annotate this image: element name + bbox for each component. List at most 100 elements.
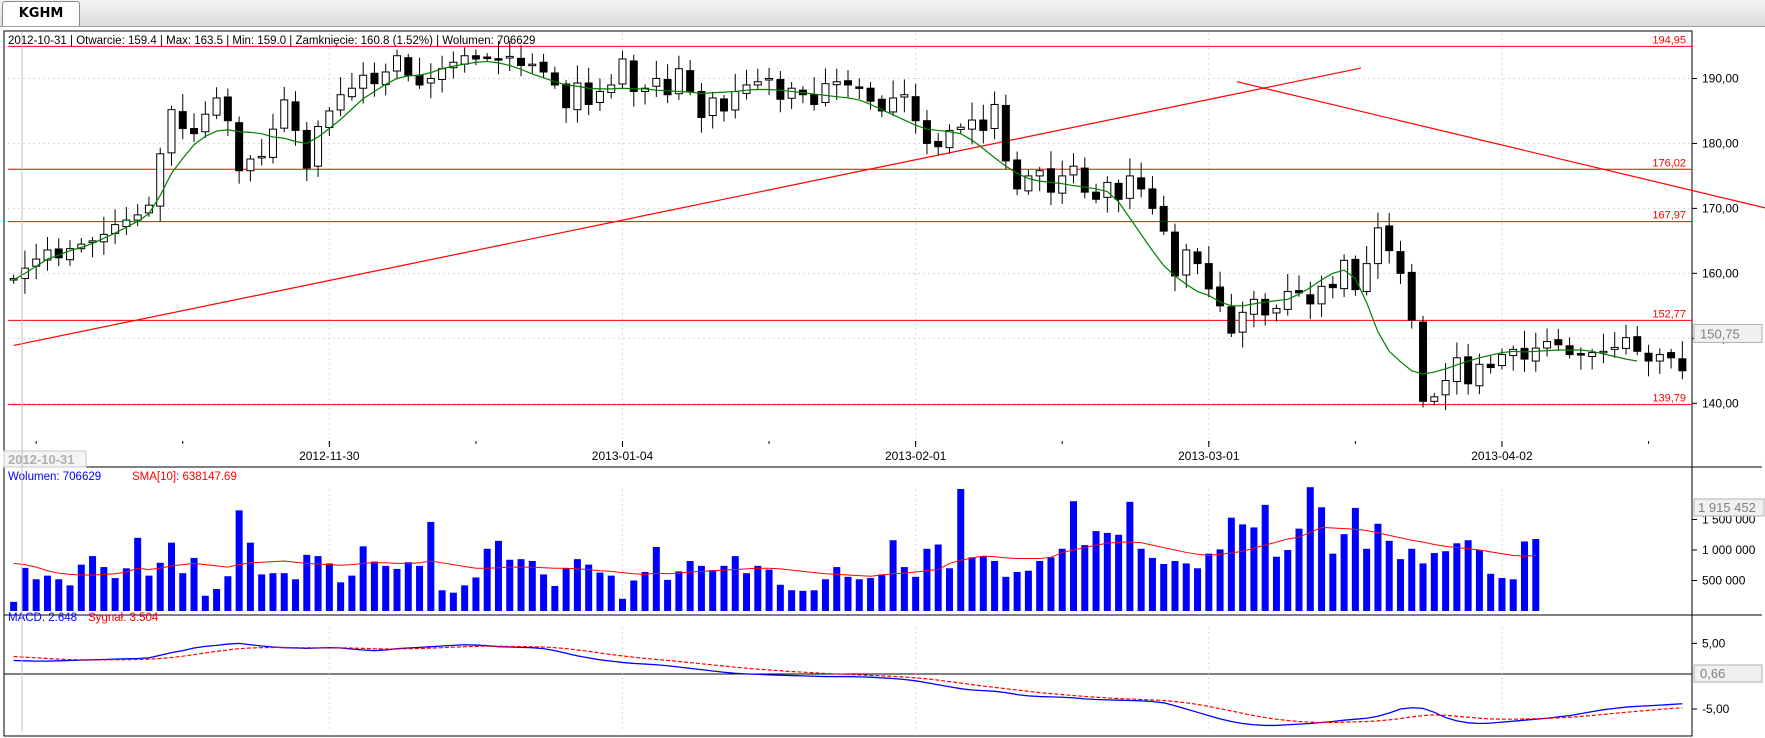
- volume-info-label: Wolumen: 706629: [8, 471, 101, 483]
- level-label: 152,77: [1652, 308, 1686, 320]
- volume-bar: [562, 568, 570, 611]
- candle-body: [1588, 352, 1597, 358]
- candle: [979, 104, 988, 144]
- candle: [1317, 275, 1326, 317]
- candle: [562, 80, 571, 123]
- candle: [832, 68, 841, 100]
- last-price-box: [1693, 323, 1763, 343]
- candle: [900, 79, 909, 113]
- volume-bar: [923, 548, 931, 611]
- candle-body: [167, 109, 176, 154]
- candle: [607, 74, 616, 99]
- candle: [1678, 341, 1687, 380]
- level-label: 167,97: [1652, 210, 1686, 222]
- x-tick-label: 2012-11-30: [299, 449, 360, 463]
- volume-bar: [314, 556, 322, 611]
- candle-body: [742, 84, 751, 94]
- candle-body: [674, 68, 683, 95]
- candle: [201, 101, 210, 138]
- candle-body: [652, 77, 661, 87]
- candle-body: [1035, 170, 1044, 177]
- tab-kghm[interactable]: KGHM: [2, 1, 80, 26]
- candle-body: [844, 80, 852, 86]
- candle-body: [900, 94, 909, 98]
- volume-bar: [416, 565, 424, 611]
- candle: [528, 53, 537, 74]
- candle: [212, 87, 221, 120]
- candle: [1543, 328, 1552, 357]
- tab-bar: KGHM: [0, 0, 1765, 27]
- candle-body: [314, 126, 323, 167]
- volume-bar: [494, 540, 502, 611]
- macd-panel-frame: [3, 614, 1693, 737]
- volume-bar: [900, 567, 908, 611]
- candle-body: [866, 87, 875, 102]
- volume-bar: [89, 556, 97, 611]
- candle-body: [1520, 347, 1529, 360]
- volume-bar: [404, 562, 412, 611]
- candle-body: [1531, 347, 1540, 362]
- candle-body: [1464, 356, 1473, 385]
- candle: [731, 73, 740, 119]
- candle-body: [505, 55, 514, 59]
- candle-body: [325, 110, 334, 129]
- candle-body: [347, 87, 356, 98]
- candle-body: [392, 55, 401, 72]
- candle: [1170, 223, 1179, 292]
- candle-body: [1227, 306, 1236, 334]
- volume-bar: [213, 589, 221, 611]
- candle: [1227, 293, 1236, 338]
- volume-bar: [303, 554, 311, 611]
- volume-bar: [292, 579, 300, 611]
- candle: [595, 78, 604, 111]
- candle: [1475, 353, 1484, 395]
- candle: [663, 64, 672, 104]
- volume-bar: [788, 590, 796, 611]
- volume-bar: [776, 584, 784, 611]
- candle-body: [1633, 336, 1642, 352]
- x-tick-label: 2013-04-02: [1471, 449, 1533, 463]
- volume-bar: [438, 590, 446, 611]
- candle-body: [1238, 311, 1247, 333]
- macd-y-tick-label: 5,00: [1702, 636, 1726, 650]
- volume-bar: [1081, 545, 1089, 611]
- candle: [133, 204, 142, 227]
- macd-y-tick-label: -5,00: [1702, 702, 1730, 716]
- candle-body: [1554, 339, 1563, 346]
- candle: [438, 55, 447, 93]
- volume-bar: [731, 556, 739, 611]
- candle: [821, 68, 830, 107]
- candle: [1001, 94, 1010, 170]
- volume-bar: [325, 563, 333, 611]
- volume-bar: [55, 579, 63, 611]
- candle: [246, 155, 255, 182]
- chart-area[interactable]: 194,95 176,02 167,97 152,77 139,79 140,00 150…: [0, 27, 1765, 738]
- x-tick-label: 2013-01-04: [592, 449, 654, 463]
- volume-bar: [1058, 548, 1066, 611]
- candle: [460, 47, 469, 73]
- candle: [347, 72, 356, 101]
- candle: [584, 67, 593, 116]
- candle: [798, 86, 807, 104]
- volume-bar: [393, 568, 401, 611]
- candle-body: [426, 77, 435, 84]
- candle: [956, 123, 965, 134]
- candle: [1610, 332, 1619, 358]
- candle: [517, 45, 526, 77]
- volume-bar: [619, 598, 626, 611]
- candle: [449, 51, 458, 79]
- candle: [1373, 212, 1382, 279]
- candle: [1125, 158, 1134, 210]
- volume-y-tick-label: 500 000: [1702, 574, 1746, 588]
- volume-bar: [1419, 563, 1427, 611]
- candle: [426, 63, 435, 99]
- candle-body: [517, 57, 526, 66]
- volume-bar: [1396, 559, 1404, 611]
- candle-body: [156, 153, 165, 207]
- volume-bar: [528, 560, 536, 611]
- candle: [1204, 246, 1213, 298]
- candle: [1103, 176, 1112, 213]
- volume-bar: [32, 579, 40, 611]
- volume-bar: [1351, 507, 1359, 611]
- candle: [1238, 301, 1247, 348]
